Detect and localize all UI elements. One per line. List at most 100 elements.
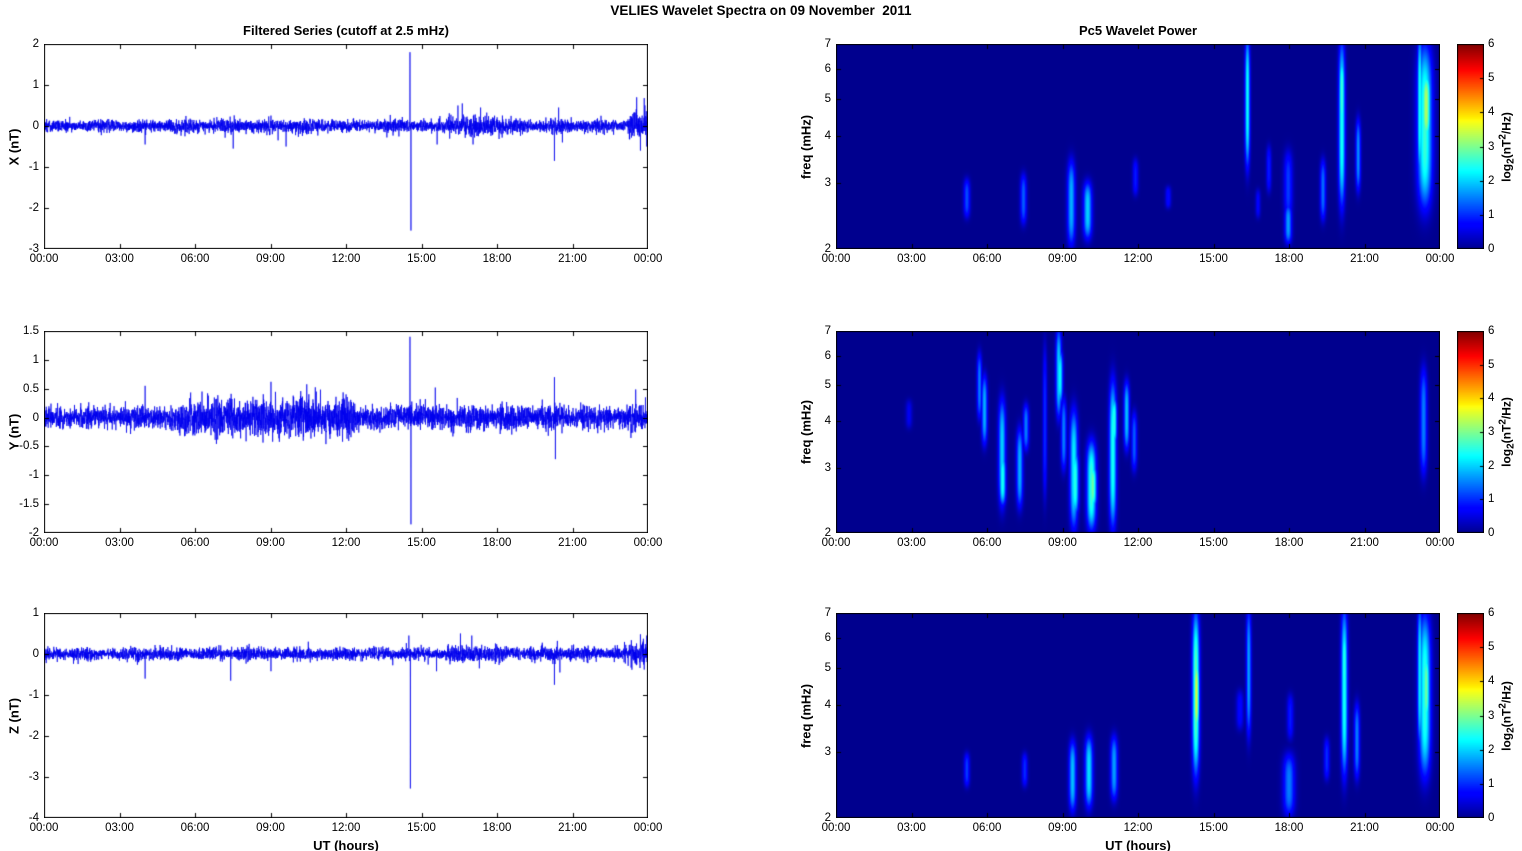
y-tick-label: 7 — [824, 325, 831, 337]
x-tick-label: 03:00 — [897, 537, 926, 549]
x-tick-label: 00:00 — [633, 822, 663, 834]
x-axis-label: UT (hours) — [313, 838, 379, 851]
y-tick-label: 0.5 — [23, 382, 39, 395]
x-tick-label: 21:00 — [558, 537, 587, 549]
colorbar-tick-label: 0 — [1488, 812, 1495, 824]
y-axis-label: freq (mHz) — [798, 683, 814, 748]
x-tick-label: 12:00 — [1123, 537, 1153, 549]
x-tick-label: 00:00 — [821, 537, 851, 549]
colorbar-tick-label: 2 — [1488, 743, 1495, 756]
subplot-filtered-series-x: Filtered Series (cutoff at 2.5 mHz) X (n… — [7, 23, 663, 265]
x-tick-label: 09:00 — [256, 822, 285, 834]
colorbar-tick-label: 1 — [1488, 208, 1495, 221]
x-tick-label: 00:00 — [29, 253, 59, 265]
y-tick-label: 1.5 — [23, 325, 39, 337]
x-tick-label: 06:00 — [972, 537, 1002, 549]
y-tick-label: -2 — [28, 202, 39, 214]
colorbar-tick-label: 6 — [1488, 607, 1495, 619]
x-tick-label: 06:00 — [180, 537, 210, 549]
x-tick-label: 09:00 — [1048, 537, 1077, 549]
x-tick-label: 09:00 — [256, 253, 285, 265]
colorbar-tick-label: 0 — [1488, 527, 1495, 539]
y-tick-label: 3 — [824, 745, 831, 758]
subplot-wavelet-power-z: freq (mHz) UT (hours) 00:00 03:00 06:00 09:… — [799, 607, 1455, 851]
colorbar-label: log2(nT2/Hz) — [1497, 111, 1517, 182]
x-tick-label: 00:00 — [29, 822, 59, 834]
y-axis-label: freq (mHz) — [798, 114, 814, 179]
y-tick-label: -2 — [28, 527, 39, 539]
y-tick-label: 6 — [824, 63, 831, 76]
colorbar-gradient — [1457, 44, 1484, 249]
y-tick-label: -1 — [28, 161, 39, 173]
x-tick-label: 03:00 — [105, 253, 134, 265]
x-tick-label: 03:00 — [897, 822, 926, 834]
subplot-wavelet-power-y: freq (mHz) 00:00 03:00 06:00 09:00 12:00 15:0… — [799, 325, 1455, 549]
y-tick-label: 4 — [824, 698, 831, 711]
x-tick-label: 12:00 — [1123, 822, 1153, 834]
colorbar-tick-label: 4 — [1488, 106, 1495, 119]
x-tick-label: 12:00 — [331, 537, 361, 549]
y-tick-label: 7 — [824, 607, 831, 619]
subplot-title: Filtered Series (cutoff at 2.5 mHz) — [243, 23, 449, 38]
y-tick-label: 0 — [32, 411, 39, 424]
x-tick-label: 18:00 — [1274, 253, 1304, 265]
y-tick-label: 2 — [32, 38, 39, 50]
x-tick-label: 00:00 — [1425, 822, 1455, 834]
colorbar-label: log2(nT2/Hz) — [1497, 680, 1517, 751]
x-tick-label: 00:00 — [821, 822, 851, 834]
time-series-plot-z — [44, 613, 648, 818]
y-tick-label: -0.5 — [19, 440, 39, 453]
colorbar-gradient — [1457, 331, 1484, 533]
y-tick-label: -2 — [28, 730, 39, 742]
x-tick-label: 21:00 — [1350, 537, 1379, 549]
colorbar-tick-label: 0 — [1488, 243, 1495, 255]
colorbar-x: log2(nT2/Hz) 0 1 2 3 4 5 6 — [1457, 38, 1517, 255]
colorbar-tick-label: 5 — [1488, 358, 1495, 371]
x-tick-label: 18:00 — [482, 537, 512, 549]
colorbar-tick-label: 1 — [1488, 493, 1495, 506]
x-tick-label: 00:00 — [1425, 253, 1455, 265]
y-axis-label: X (nT) — [6, 128, 22, 165]
time-series-plot-x — [44, 44, 648, 249]
y-tick-label: 5 — [824, 93, 831, 106]
x-tick-label: 21:00 — [1350, 822, 1379, 834]
y-tick-label: -3 — [28, 771, 39, 783]
x-tick-label: 21:00 — [558, 822, 587, 834]
colorbar-gradient — [1457, 613, 1484, 818]
y-tick-label: 1 — [32, 607, 39, 619]
x-tick-label: 15:00 — [407, 537, 436, 549]
x-tick-label: 00:00 — [29, 537, 59, 549]
x-tick-label: 00:00 — [633, 537, 663, 549]
y-tick-label: -1.5 — [19, 498, 39, 511]
colorbar-y: log2(nT2/Hz) 0 1 2 3 4 5 6 — [1457, 325, 1517, 539]
x-tick-label: 21:00 — [1350, 253, 1379, 265]
x-tick-label: 03:00 — [105, 822, 134, 834]
y-tick-label: -4 — [28, 812, 39, 824]
y-tick-label: -1 — [28, 689, 39, 701]
colorbar-tick-label: 5 — [1488, 72, 1495, 85]
x-tick-label: 00:00 — [633, 253, 663, 265]
y-tick-label: 0 — [32, 120, 39, 132]
x-tick-label: 18:00 — [482, 822, 512, 834]
x-tick-label: 12:00 — [1123, 253, 1153, 265]
colorbar-tick-label: 3 — [1488, 426, 1495, 438]
spectrogram-plot-z — [836, 613, 1440, 818]
colorbar-tick-label: 6 — [1488, 38, 1495, 50]
x-tick-label: 00:00 — [821, 253, 851, 265]
x-tick-label: 15:00 — [407, 253, 436, 265]
y-tick-label: 5 — [824, 662, 831, 675]
y-tick-label: 4 — [824, 415, 831, 428]
y-tick-label: 2 — [824, 527, 831, 539]
colorbar-tick-label: 1 — [1488, 777, 1495, 790]
y-tick-label: 6 — [824, 349, 831, 362]
x-axis-label: UT (hours) — [1105, 838, 1171, 851]
x-tick-label: 15:00 — [407, 822, 436, 834]
x-tick-label: 09:00 — [256, 537, 285, 549]
x-tick-label: 18:00 — [1274, 822, 1304, 834]
colorbar-tick-label: 5 — [1488, 641, 1495, 654]
x-tick-label: 03:00 — [105, 537, 134, 549]
colorbar-tick-label: 3 — [1488, 140, 1495, 153]
colorbar-label: log2(nT2/Hz) — [1497, 397, 1517, 467]
subplot-wavelet-power-x: Pc5 Wavelet Power freq (mHz) 00:00 03:00 0… — [799, 23, 1455, 265]
